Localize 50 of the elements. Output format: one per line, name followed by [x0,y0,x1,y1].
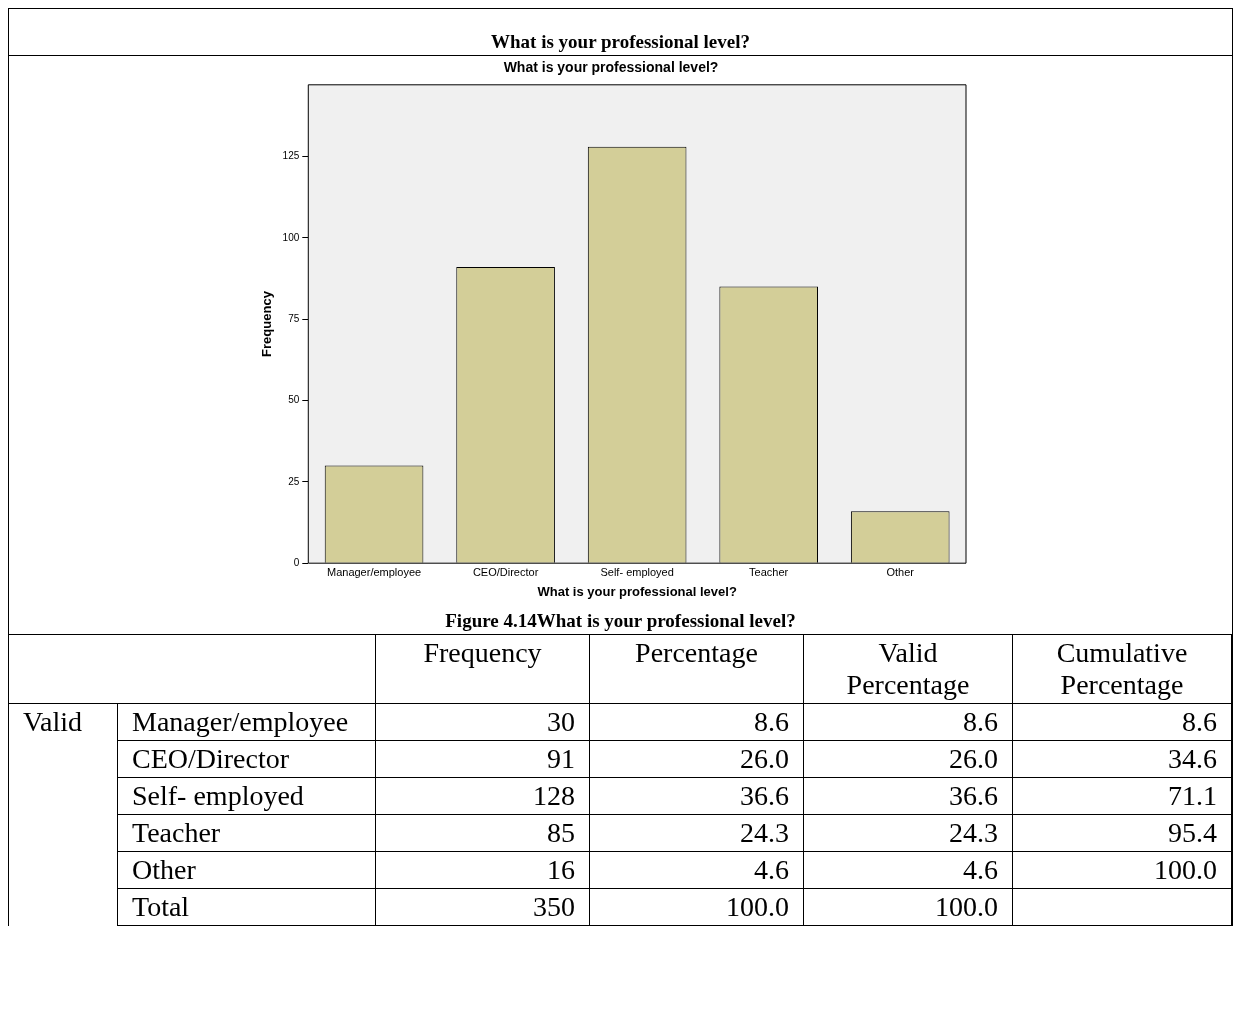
category-label: Other [117,851,376,889]
data-label: 8.6 [1012,703,1232,741]
category-label: Self- employed [117,777,376,815]
y-tick-label: 0 [293,556,300,568]
text: Valid Percentage [803,634,1013,704]
text: Frequency [375,634,590,704]
data-label: 128 [375,777,590,815]
data-label: 24.3 [803,814,1013,852]
data-label: 85 [375,814,590,852]
text: Percentage [589,634,804,704]
y-tick-label: 100 [282,231,300,243]
text: Valid [9,703,118,926]
data-label: 4.6 [589,851,804,889]
category-label: CEO/Director [117,740,376,778]
data-label: 100.0 [803,888,1013,926]
data-label: 4.6 [803,851,1013,889]
data-label: 8.6 [589,703,804,741]
data-label: 16 [375,851,590,889]
data-label: 95.4 [1012,814,1232,852]
category-label: Teacher [117,814,376,852]
y-tick-label: 75 [287,312,300,324]
x-tick-label: CEO/Director [472,565,539,578]
data-label: 26.0 [589,740,804,778]
text: What is your professional level? [9,9,1232,56]
x-tick-label: Teacher [748,565,789,578]
data-label: 30 [375,703,590,741]
data-label: 91 [375,740,590,778]
data-label: 34.6 [1012,740,1232,778]
data-label: 24.3 [589,814,804,852]
data-label: 36.6 [589,777,804,815]
data-label: 8.6 [803,703,1013,741]
y-tick-label: 125 [282,150,300,162]
data-label: 36.6 [803,777,1013,815]
data-label: 350 [375,888,590,926]
data-label: 100.0 [1012,851,1232,889]
category-label: Total [117,888,376,926]
y-axis-title: Frequency [258,290,274,357]
data-label: 100.0 [589,888,804,926]
x-axis-title: What is your professional level? [536,583,737,599]
x-tick-label: Other [885,565,914,578]
text: Cumulative Percentage [1012,634,1232,704]
chart-title: What is your professional level? [503,59,718,76]
y-tick-label: 50 [287,394,300,406]
category-label: Manager/employee [117,703,376,741]
data-label: 26.0 [803,740,1013,778]
x-tick-label: Self- employed [599,565,674,578]
data-label: 71.1 [1012,777,1232,815]
y-tick-label: 25 [287,475,300,487]
caption: Figure 4.14What is your professional level? [444,609,797,633]
x-tick-label: Manager/employee [326,565,421,578]
